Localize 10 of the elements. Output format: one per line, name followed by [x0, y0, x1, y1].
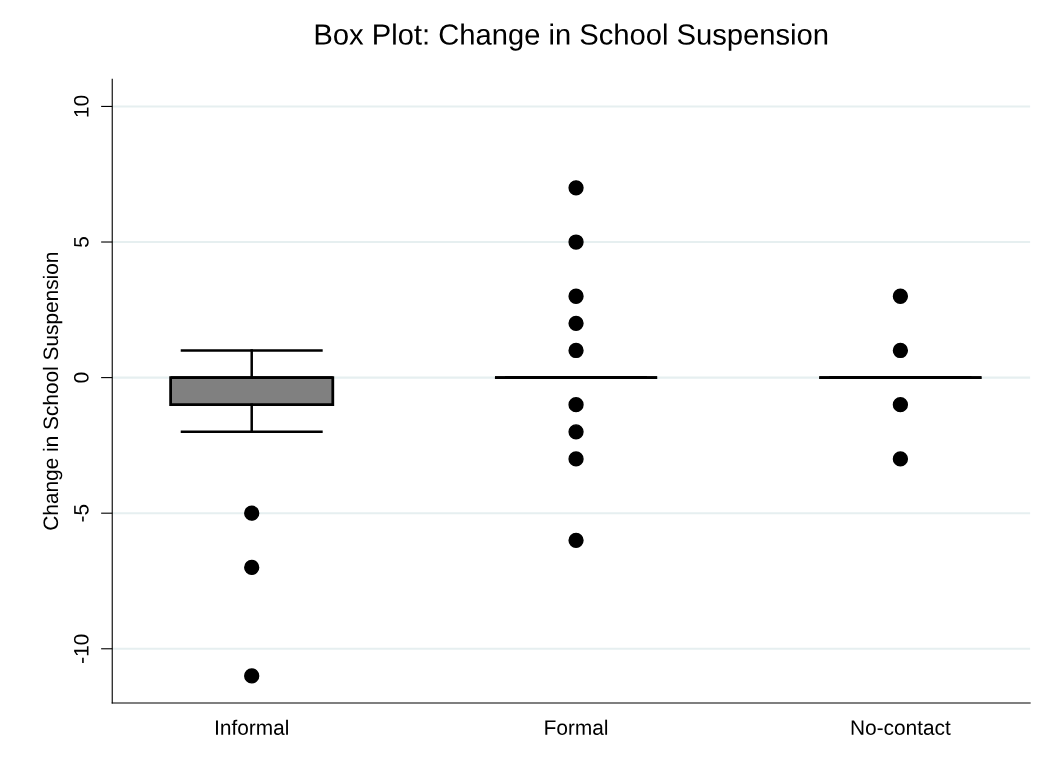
y-tick-label: 0: [73, 372, 89, 383]
y-tick-label: 5: [74, 237, 89, 247]
y-axis-title: Change in School Suspension: [42, 252, 63, 530]
y-tick-label: 10: [73, 95, 89, 117]
x-tick-label: Informal: [216, 719, 288, 735]
x-tick-label: Formal: [545, 719, 608, 735]
x-tick-label: No-contact: [851, 720, 951, 735]
chart-title: Box Plot: Change in School Suspension: [315, 23, 828, 51]
y-tick-label: -5: [74, 504, 89, 522]
y-tick-label: -10: [73, 634, 89, 663]
